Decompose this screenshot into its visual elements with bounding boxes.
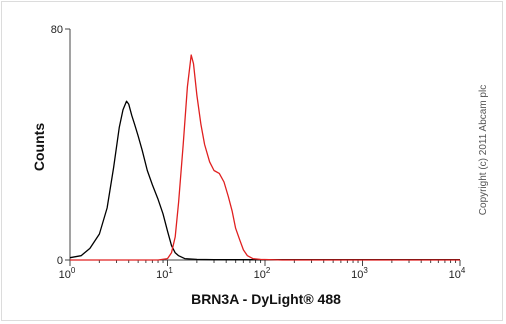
- x-tick-label: 104: [449, 266, 466, 281]
- chart-frame: 100 101 102 103 104 0 80 BRN3A - DyLight® 488 …: [1, 1, 503, 321]
- x-tick-label: 103: [351, 266, 368, 281]
- y-axis-title: Counts: [31, 123, 47, 171]
- histogram-series-1: [69, 100, 460, 261]
- x-axis-title: BRN3A - DyLight® 488: [191, 291, 341, 307]
- copyright-text: Copyright (c) 2011 Abcam plc: [478, 85, 489, 215]
- y-tick-label: 80: [51, 24, 63, 36]
- y-tick-label: 0: [57, 255, 63, 267]
- x-tick-label: 100: [59, 266, 76, 281]
- histogram-series-2: [70, 54, 460, 261]
- axes: [65, 28, 461, 266]
- x-tick-label: 101: [156, 266, 173, 281]
- tick-labels: 100 101 102 103 104 0 80: [51, 24, 466, 281]
- x-tick-label: 102: [254, 266, 271, 281]
- series-layer: [69, 54, 460, 261]
